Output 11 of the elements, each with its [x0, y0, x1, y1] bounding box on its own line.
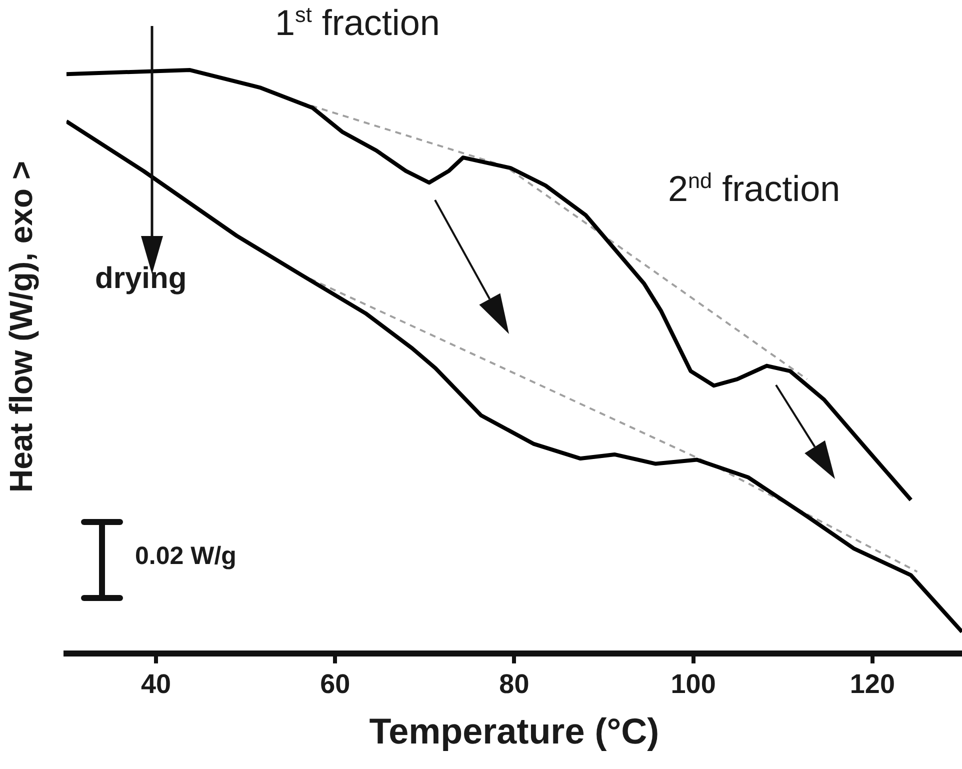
- x-axis-title: Temperature (°C): [369, 710, 660, 752]
- annotation: drying: [95, 262, 187, 296]
- text: 1$^{st}$ fraction: [275, 2, 440, 44]
- x-tick-label: 60: [320, 669, 350, 700]
- x-tick-label: 100: [670, 669, 716, 700]
- annotation: 2$^{nd}$ fraction: [668, 168, 840, 210]
- y-axis-title: Heat flow (W/g), exo >: [3, 160, 40, 492]
- annotation: 0.02 W/g: [135, 542, 236, 571]
- x-tick-label: 80: [499, 669, 530, 700]
- x-tick-label: 40: [140, 669, 171, 700]
- x-tick-label: 120: [850, 669, 895, 700]
